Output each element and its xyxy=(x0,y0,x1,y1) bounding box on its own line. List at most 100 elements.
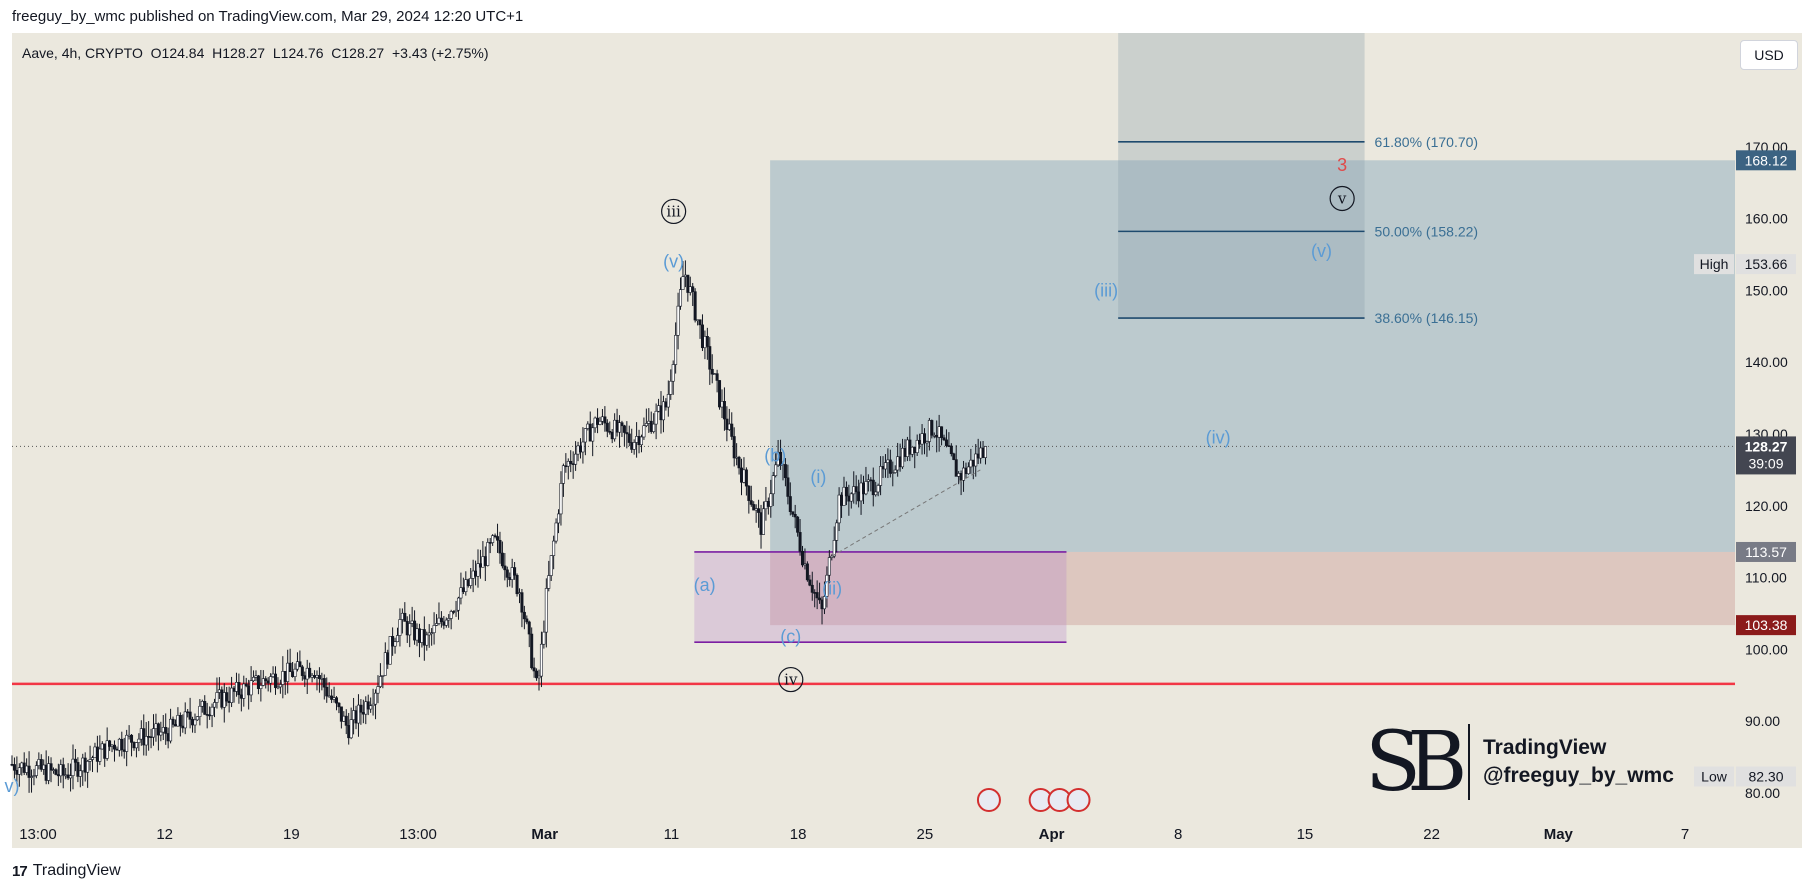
candle xyxy=(827,557,831,576)
candle xyxy=(771,475,775,495)
candle xyxy=(537,675,541,679)
candle xyxy=(586,423,590,429)
candle xyxy=(410,620,414,624)
tag-value: 153.66 xyxy=(1745,256,1788,272)
x-tick: 13:00 xyxy=(19,826,57,843)
candle xyxy=(149,736,153,739)
candle xyxy=(44,764,48,781)
candle xyxy=(437,617,441,624)
y-tick: 110.00 xyxy=(1745,570,1787,586)
currency-button[interactable]: USD xyxy=(1740,40,1798,70)
tag-value-box xyxy=(1736,766,1796,787)
candle xyxy=(571,463,575,465)
candle xyxy=(215,692,219,703)
fib-label: 61.80% (170.70) xyxy=(1375,134,1479,150)
candle xyxy=(464,579,468,593)
candle xyxy=(644,423,648,426)
wave-label: (i) xyxy=(810,467,826,487)
candle xyxy=(471,570,475,579)
tradingview-logo-icon: 17 xyxy=(12,862,28,880)
footer[interactable]: 17 TradingView xyxy=(12,862,121,880)
candle xyxy=(610,432,614,440)
candle xyxy=(256,675,260,689)
candle xyxy=(718,380,722,408)
candle xyxy=(395,635,399,643)
candle xyxy=(635,436,639,443)
tag-label: High xyxy=(1700,256,1729,272)
footer-brand[interactable]: TradingView xyxy=(32,862,121,879)
candle xyxy=(186,711,190,714)
candle xyxy=(669,380,673,395)
candle xyxy=(618,422,622,433)
candle xyxy=(69,775,73,779)
candle xyxy=(32,775,36,777)
current-price-marker xyxy=(1736,436,1796,475)
price-marker xyxy=(1736,541,1796,562)
wave-label-primary: iv xyxy=(784,671,798,689)
candle xyxy=(581,441,585,453)
candle xyxy=(293,668,297,677)
candle xyxy=(808,579,812,586)
candle xyxy=(600,416,604,422)
candle xyxy=(103,743,107,759)
candle xyxy=(88,759,92,762)
candle xyxy=(888,459,892,474)
candle xyxy=(757,508,761,513)
watermark-line1: TradingView xyxy=(1483,736,1607,759)
candle xyxy=(639,436,643,446)
candle xyxy=(657,405,661,412)
candle xyxy=(544,588,548,633)
candle xyxy=(127,734,131,737)
candle xyxy=(164,727,168,734)
candle xyxy=(115,748,119,751)
candle xyxy=(805,563,809,581)
candle xyxy=(417,628,421,643)
candle xyxy=(469,578,473,586)
candle xyxy=(476,563,480,577)
wave-label: 3 xyxy=(1337,155,1347,175)
candle xyxy=(835,522,839,541)
candle xyxy=(930,420,934,436)
legend-symbol: Aave, 4h, CRYPTO xyxy=(22,45,143,61)
candle xyxy=(852,486,856,495)
candle xyxy=(459,587,463,599)
wave-label: (v) xyxy=(663,252,684,272)
x-tick: 25 xyxy=(917,826,934,843)
candle xyxy=(237,682,241,696)
candle xyxy=(857,491,861,502)
candle xyxy=(539,643,543,677)
candle xyxy=(95,746,99,762)
candle xyxy=(698,319,702,326)
candle xyxy=(188,711,192,720)
candle xyxy=(452,611,456,613)
candle xyxy=(210,706,214,716)
wave-label: (v) xyxy=(1311,241,1332,261)
candle xyxy=(574,453,578,465)
candle xyxy=(825,574,829,597)
candle xyxy=(120,738,124,751)
candle xyxy=(342,715,346,722)
candle xyxy=(173,724,177,727)
candle xyxy=(208,714,212,717)
x-tick: Mar xyxy=(531,826,558,843)
candle xyxy=(171,718,175,725)
candle xyxy=(381,674,385,677)
candle xyxy=(383,652,387,676)
candle xyxy=(408,623,412,636)
x-tick: 12 xyxy=(156,826,173,843)
candle xyxy=(940,426,944,439)
wave-label: v) xyxy=(5,776,20,796)
candle xyxy=(959,473,963,481)
candle xyxy=(83,757,87,773)
wave-label: (iii) xyxy=(1094,280,1118,300)
candle xyxy=(378,676,382,687)
candle xyxy=(371,703,375,707)
candle xyxy=(837,494,841,524)
candle xyxy=(59,764,63,777)
candle xyxy=(239,694,243,699)
candle xyxy=(400,612,404,620)
candle xyxy=(386,652,390,665)
candle xyxy=(276,686,280,689)
x-tick: Apr xyxy=(1039,826,1065,843)
